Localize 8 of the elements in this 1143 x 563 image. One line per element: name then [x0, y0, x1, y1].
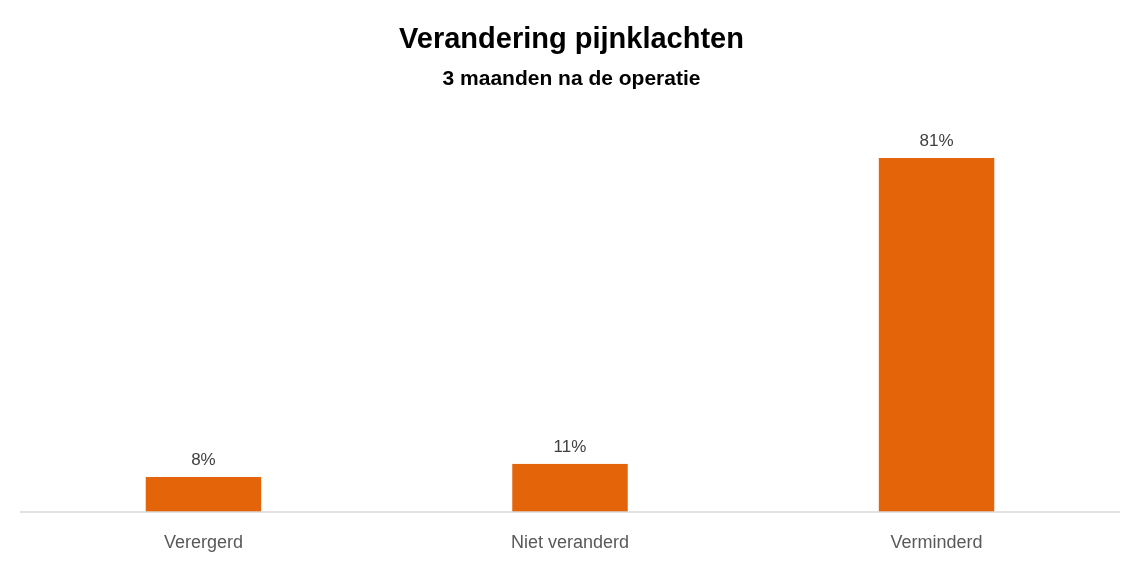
x-tick-label: Niet veranderd: [510, 532, 630, 552]
data-label: 81%: [919, 131, 954, 150]
x-tick-label: Verminderd: [890, 532, 983, 552]
data-label: 8%: [191, 450, 216, 470]
data-label: 11%: [553, 436, 587, 456]
chart-subtitle: 3 maanden na de operatie: [442, 66, 701, 89]
chart-title: Verandering pijnklachten: [399, 22, 744, 54]
x-tick-label: Verergerd: [163, 532, 243, 552]
